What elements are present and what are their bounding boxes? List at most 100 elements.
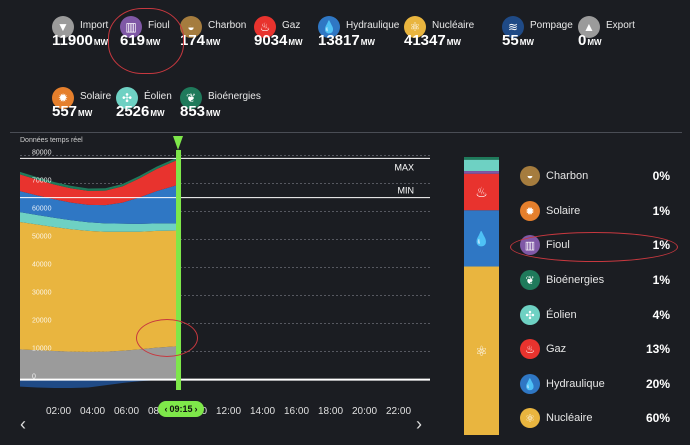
gas-icon: ♨: [475, 184, 488, 200]
source-label: Charbon: [208, 20, 247, 31]
source-label: Fioul: [148, 20, 170, 31]
wind-icon: ✣: [116, 87, 138, 109]
legend-row-hydraulique[interactable]: 💧 Hydraulique 20%: [520, 373, 670, 395]
source-value: 13817MW: [318, 32, 375, 49]
coal-icon: ◒: [180, 16, 202, 38]
legend-row-bioénergies[interactable]: ❦ Bioénergies 1%: [520, 269, 670, 291]
legend-percent: 1%: [652, 204, 670, 218]
legend-row-gaz[interactable]: ♨ Gaz 13%: [520, 338, 670, 360]
source-value: 55MW: [502, 32, 534, 49]
divider: [10, 132, 682, 133]
source-value: 174MW: [180, 32, 221, 49]
source-value: 0MW: [578, 32, 602, 49]
source-eolien[interactable]: ✣ Éolien 2526MW: [116, 87, 172, 120]
legend-row-solaire[interactable]: ✹ Solaire 1%: [520, 200, 670, 222]
source-value: 619MW: [120, 32, 161, 49]
series-area-gaz: [20, 159, 179, 206]
legend-percent: 60%: [645, 411, 670, 425]
source-label: Export: [606, 20, 635, 31]
source-label: Pompage: [530, 20, 573, 31]
source-solaire[interactable]: ✹ Solaire 557MW: [52, 87, 111, 120]
hydro-icon: 💧: [473, 230, 490, 247]
series-area-éolien: [20, 212, 179, 232]
legend-row-nucléaire[interactable]: ⚛ Nucléaire 60%: [520, 407, 670, 429]
legend-row-fioul[interactable]: ▥ Fioul 1%: [520, 234, 670, 256]
legend-row-éolien[interactable]: ✣ Éolien 4%: [520, 304, 670, 326]
solar-icon: ✹: [520, 201, 540, 221]
pumping-icon: ≋: [502, 16, 524, 38]
x-tick-label: 12:00: [216, 406, 242, 417]
source-import[interactable]: ▼ Import 11900MW: [52, 16, 109, 49]
source-pompage[interactable]: ≋ Pompage 55MW: [502, 16, 573, 49]
production-chart[interactable]: 0 10000 20000 30000 40000 50000 60000 70000 8000…: [20, 136, 430, 390]
source-export[interactable]: ▲ Export 0MW: [578, 16, 635, 49]
source-charbon[interactable]: ◒ Charbon 174MW: [180, 16, 247, 49]
source-value: 853MW: [180, 103, 221, 120]
chevron-right-icon: ›: [194, 404, 198, 414]
x-tick-label: 04:00: [80, 406, 106, 417]
nuclear-icon: ⚛: [475, 343, 488, 359]
source-fioul[interactable]: ▥ Fioul 619MW: [120, 16, 170, 49]
solar-icon: ✹: [52, 87, 74, 109]
hydro-icon: 💧: [318, 16, 340, 38]
y-tick-label: 50000: [32, 234, 52, 241]
fuel-oil-icon: ▥: [120, 16, 142, 38]
series-area-hydraulique: [20, 184, 179, 224]
gas-icon: ♨: [520, 339, 540, 359]
legend-percent: 20%: [645, 377, 670, 391]
mix-stacked-bar: ♨ 💧 ⚛: [464, 157, 499, 435]
current-time: 09:15: [169, 404, 193, 414]
x-tick-label: 20:00: [352, 406, 378, 417]
time-cursor-line[interactable]: [176, 150, 182, 390]
source-bioenergies[interactable]: ❦ Bioénergies 853MW: [180, 87, 261, 120]
series-area-import: [20, 346, 179, 380]
coal-icon: ◒: [520, 166, 540, 186]
mix-bar-segment: [464, 210, 499, 267]
series-area-pompage: [20, 379, 179, 388]
mix-bar-segment: [464, 157, 499, 160]
export-icon: ▲: [578, 16, 600, 38]
source-gaz[interactable]: ♨ Gaz 9034MW: [254, 16, 303, 49]
source-hydraulique[interactable]: 💧 Hydraulique 13817MW: [318, 16, 400, 49]
source-label: Gaz: [282, 20, 301, 31]
bioenergy-icon: ❦: [520, 270, 540, 290]
source-value: 2526MW: [116, 103, 165, 120]
legend-label: Solaire: [546, 205, 581, 217]
prev-day-button[interactable]: ‹: [20, 414, 26, 434]
y-tick-label: 10000: [32, 346, 52, 353]
y-tick-label: 60000: [32, 206, 52, 213]
mix-bar-segment: [464, 173, 499, 211]
nuclear-icon: ⚛: [404, 16, 426, 38]
chart-title: Données temps réel: [20, 137, 83, 144]
legend-percent: 13%: [645, 342, 670, 356]
hydro-icon: 💧: [520, 374, 540, 394]
source-label: Hydraulique: [346, 20, 400, 31]
legend-row-charbon[interactable]: ◒ Charbon 0%: [520, 165, 670, 187]
time-cursor-badge[interactable]: ‹ 09:15 ›: [158, 401, 204, 417]
legend-percent: 4%: [652, 308, 670, 322]
y-tick-label: 30000: [32, 290, 52, 297]
chevron-left-icon: ‹: [164, 404, 168, 414]
source-value: 11900MW: [52, 32, 109, 49]
legend-percent: 1%: [652, 273, 670, 287]
series-area-bioénergies: [20, 157, 179, 191]
x-tick-label: 14:00: [250, 406, 276, 417]
source-label: Import: [80, 20, 109, 31]
min-label: MIN: [398, 186, 415, 196]
wind-icon: ✣: [520, 305, 540, 325]
mix-bar-segment: [464, 159, 499, 172]
legend-percent: 1%: [652, 238, 670, 252]
source-value: 41347MW: [404, 32, 461, 49]
y-tick-label: 0: [32, 374, 36, 381]
nuclear-icon: ⚛: [520, 408, 540, 428]
next-day-button[interactable]: ›: [416, 414, 422, 434]
gas-icon: ♨: [254, 16, 276, 38]
y-tick-label: 20000: [32, 318, 52, 325]
y-tick-label: 80000: [32, 150, 52, 157]
legend-label: Bioénergies: [546, 274, 605, 286]
source-label: Nucléaire: [432, 20, 475, 31]
source-nucleaire[interactable]: ⚛ Nucléaire 41347MW: [404, 16, 475, 49]
legend-label: Hydraulique: [546, 378, 605, 390]
y-tick-label: 40000: [32, 262, 52, 269]
legend-label: Nucléaire: [546, 412, 593, 424]
